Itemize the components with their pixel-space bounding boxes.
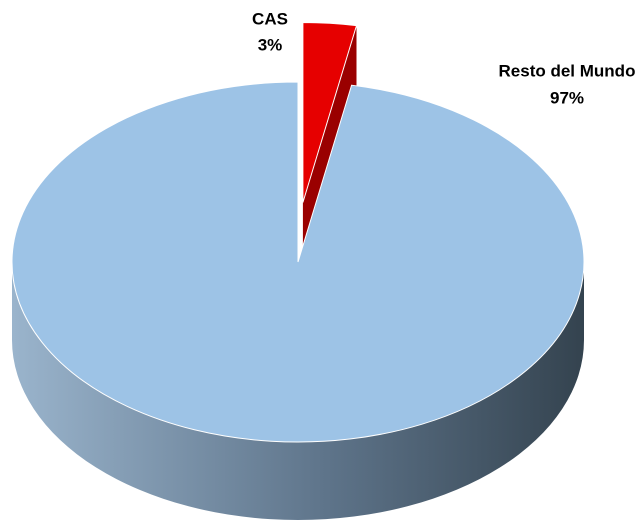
slice-value-label: 3% xyxy=(258,35,283,54)
pie xyxy=(11,21,585,520)
slice xyxy=(11,81,585,443)
slice-value-label: 97% xyxy=(550,88,584,107)
slice-side xyxy=(12,262,584,520)
slice-label: CAS xyxy=(252,9,288,28)
slice xyxy=(302,21,358,203)
slice-label: Resto del Mundo xyxy=(499,61,636,80)
